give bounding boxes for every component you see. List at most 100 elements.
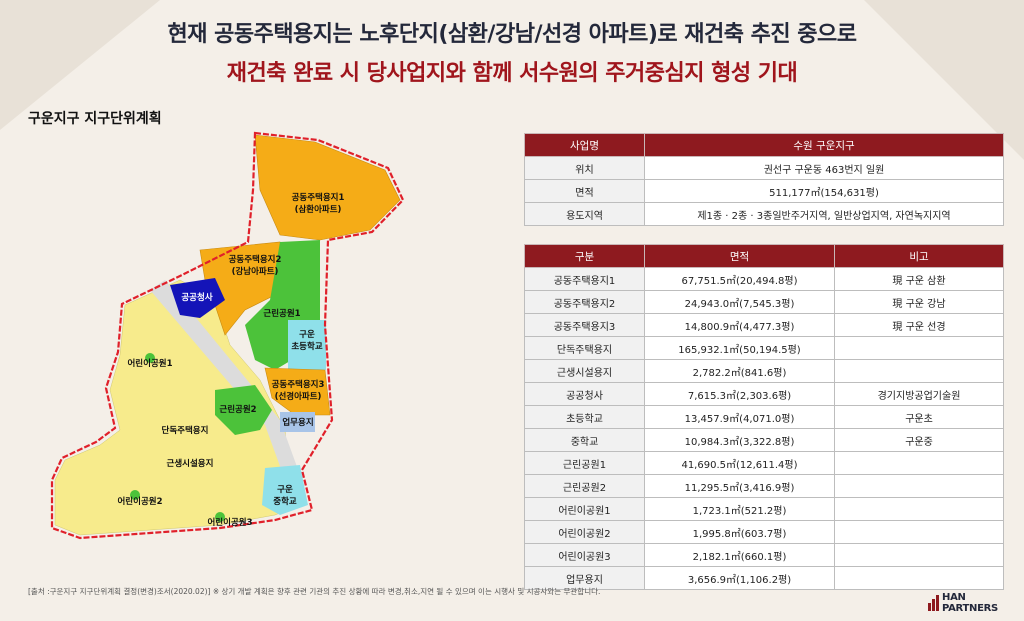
district-plan-map: 공동주택용지1 (삼환아파트) 공동주택용지2 (강남아파트) 공공청사 근린공…: [40, 130, 420, 550]
map-label-park1: 근린공원1: [263, 308, 300, 319]
table-row: 공동주택용지1 67,751.5㎡(20,494.8평) 現 구운 삼환: [524, 267, 1004, 291]
table-cell-label: 면적: [524, 179, 645, 203]
single-housing-area: [54, 279, 301, 536]
kids-park-3-site: [215, 512, 225, 522]
table-row: 면적 511,177㎡(154,631평): [524, 179, 1004, 203]
table-cell-note: [834, 451, 1004, 475]
table-cell-area: 41,690.5㎡(12,611.4평): [644, 451, 835, 475]
table-cell-category: 중학교: [524, 428, 645, 452]
table-cell-note: 現 구운 삼환: [834, 267, 1004, 291]
table-cell-category: 어린이공원3: [524, 543, 645, 567]
table-row: 단독주택용지 165,932.1㎡(50,194.5평): [524, 336, 1004, 360]
table-cell-area: 1,995.8㎡(603.7평): [644, 520, 835, 544]
table-cell-note: [834, 520, 1004, 544]
table-cell-area: 13,457.9㎡(4,071.0평): [644, 405, 835, 429]
table-header-cell: 비고: [834, 244, 1004, 268]
table-cell-area: 10,984.3㎡(3,322.8평): [644, 428, 835, 452]
map-label-mid-school: 구운: [277, 484, 293, 495]
map-label-housing1: 공동주택용지1: [292, 192, 345, 203]
table-cell-area: 24,943.0㎡(7,545.3평): [644, 290, 835, 314]
district-boundary: [50, 131, 405, 540]
land-use-table-body: 공동주택용지1 67,751.5㎡(20,494.8평) 現 구운 삼환 공동주택용지…: [524, 267, 1004, 590]
table-cell-note: [834, 497, 1004, 521]
map-label-housing3-sub: (선경아파트): [275, 391, 322, 402]
map-label-elem-school-sub: 초등학교: [291, 341, 322, 352]
section-label: 구운지구 지구단위계획: [28, 111, 162, 127]
map-label-neighborhood: 근생시설용지: [167, 458, 214, 469]
table-cell-category: 근린공원1: [524, 451, 645, 475]
table-cell-area: 165,932.1㎡(50,194.5평): [644, 336, 835, 360]
headline-line1: 현재 공동주택용지는 노후단지(삼환/강남/선경 아파트)로 재건축 추진 중으…: [167, 22, 857, 47]
table-cell-category: 공동주택용지1: [524, 267, 645, 291]
table-cell-note: 경기지방공업기술원: [834, 382, 1004, 406]
map-label-housing1-sub: (삼환아파트): [295, 204, 342, 215]
elementary-school-site: [288, 320, 326, 370]
table-row: 공동주택용지3 14,800.9㎡(4,477.3평) 現 구운 선경: [524, 313, 1004, 337]
table-cell-category: 초등학교: [524, 405, 645, 429]
map-label-housing2-sub: (강남아파트): [232, 266, 279, 277]
table-cell-category: 단독주택용지: [524, 336, 645, 360]
table-cell-note: [834, 474, 1004, 498]
table-row: 공공청사 7,615.3㎡(2,303.6평) 경기지방공업기술원: [524, 382, 1004, 406]
map-label-mid-school-sub: 중학교: [273, 496, 297, 507]
map-label-business: 업무용지: [282, 417, 313, 428]
table-row: 어린이공원1 1,723.1㎡(521.2평): [524, 497, 1004, 521]
housing-site-1: [254, 134, 401, 241]
headline-line2: 재건축 완료 시 당사업지와 함께 서수원의 주거중심지 형성 기대: [226, 61, 798, 86]
table-header-cell: 면적: [644, 244, 835, 268]
logo-bars-icon: [928, 595, 940, 611]
logo-text: HAN PARTNERS: [942, 592, 998, 614]
table-cell-value: 제1종 · 2종 · 3종일반주거지역, 일반상업지역, 자연녹지지역: [644, 202, 1004, 226]
project-overview-table: 사업명 수원 구운지구 위치 권선구 구운동 463번지 일원 면적 511,1…: [524, 133, 1004, 226]
table-header-cell: 사업명: [524, 133, 645, 157]
table-cell-category: 어린이공원1: [524, 497, 645, 521]
map-label-single-housing: 단독주택용지: [162, 425, 209, 436]
table-cell-category: 어린이공원2: [524, 520, 645, 544]
table-cell-category: 근린공원2: [524, 474, 645, 498]
map-label-kids-park3: 어린이공원3: [207, 517, 252, 528]
table-row: 공동주택용지2 24,943.0㎡(7,545.3평) 現 구운 강남: [524, 290, 1004, 314]
table-row: 용도지역 제1종 · 2종 · 3종일반주거지역, 일반상업지역, 자연녹지지역: [524, 202, 1004, 226]
map-label-public-office: 공공청사: [181, 292, 212, 303]
map-label-housing2: 공동주택용지2: [229, 254, 282, 265]
table-cell-category: 공공청사: [524, 382, 645, 406]
table-header-cell: 수원 구운지구: [644, 133, 1004, 157]
table-cell-value: 권선구 구운동 463번지 일원: [644, 156, 1004, 180]
kids-park-1-site: [145, 353, 155, 363]
table-cell-label: 용도지역: [524, 202, 645, 226]
park-2-site: [215, 385, 272, 435]
business-site: [280, 412, 315, 432]
background-decoration-left: [0, 0, 160, 130]
table-row: 근생시설용지 2,782.2㎡(841.6평): [524, 359, 1004, 383]
table-row: 중학교 10,984.3㎡(3,322.8평) 구운중: [524, 428, 1004, 452]
map-svg: 공동주택용지1 (삼환아파트) 공동주택용지2 (강남아파트) 공공청사 근린공…: [50, 131, 405, 540]
company-logo: HAN PARTNERS: [928, 592, 1012, 614]
main-road: [150, 280, 300, 480]
table-cell-note: 구운중: [834, 428, 1004, 452]
table-row: 위치 권선구 구운동 463번지 일원: [524, 156, 1004, 180]
table-cell-area: 3,656.9㎡(1,106.2평): [644, 566, 835, 590]
table-cell-area: 11,295.5㎡(3,416.9평): [644, 474, 835, 498]
map-label-housing3: 공동주택용지3: [272, 379, 325, 390]
table-cell-area: 67,751.5㎡(20,494.8평): [644, 267, 835, 291]
table-row: 초등학교 13,457.9㎡(4,071.0평) 구운초: [524, 405, 1004, 429]
table-cell-category: 업무용지: [524, 566, 645, 590]
kids-park-2-site: [130, 490, 140, 500]
table-row: 어린이공원3 2,182.1㎡(660.1평): [524, 543, 1004, 567]
middle-school-site: [262, 465, 308, 515]
table-cell-label: 위치: [524, 156, 645, 180]
table-cell-area: 7,615.3㎡(2,303.6평): [644, 382, 835, 406]
table-cell-note: 구운초: [834, 405, 1004, 429]
table-cell-area: 1,723.1㎡(521.2평): [644, 497, 835, 521]
map-label-park2: 근린공원2: [219, 404, 256, 415]
table-header-cell: 구분: [524, 244, 645, 268]
table-cell-area: 14,800.9㎡(4,477.3평): [644, 313, 835, 337]
table-cell-note: [834, 543, 1004, 567]
table-cell-category: 근생시설용지: [524, 359, 645, 383]
table-row: 업무용지 3,656.9㎡(1,106.2평): [524, 566, 1004, 590]
table-cell-note: 現 구운 선경: [834, 313, 1004, 337]
table-cell-area: 2,182.1㎡(660.1평): [644, 543, 835, 567]
table-cell-category: 공동주택용지3: [524, 313, 645, 337]
land-use-table: 구분 면적 비고 공동주택용지1 67,751.5㎡(20,494.8평) 現 구운…: [524, 244, 1004, 590]
source-footnote: [출처 :구운지구 지구단위계획 결정(변경)조서(2020.02)] ※ 상기…: [28, 587, 601, 596]
